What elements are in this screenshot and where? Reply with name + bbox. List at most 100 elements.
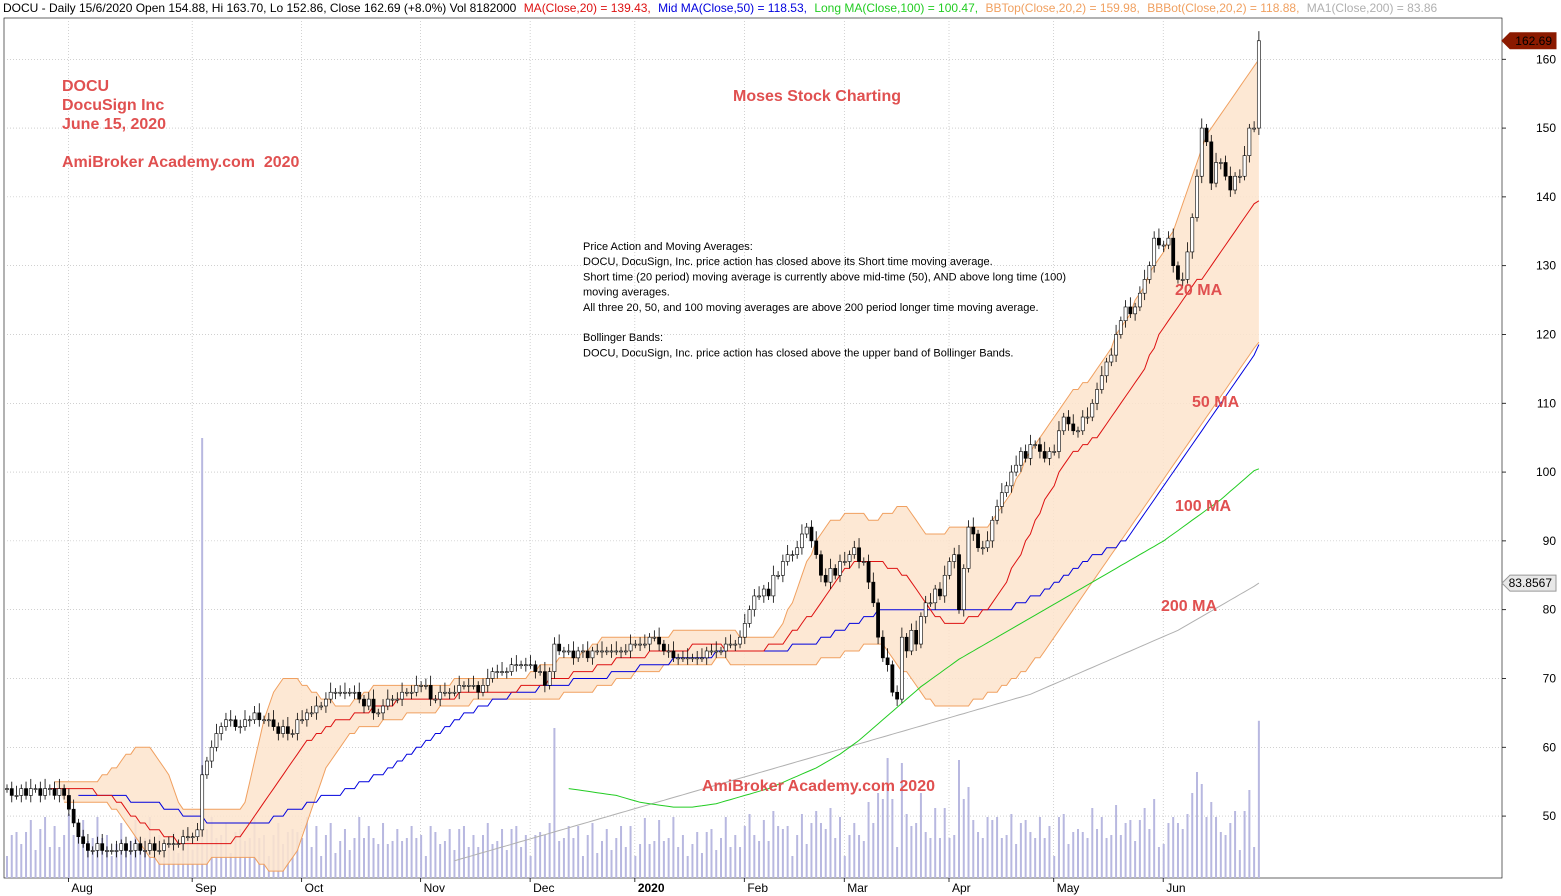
volume-bar [981,838,984,878]
candle-body [443,691,447,694]
candle-body [757,595,761,598]
candle-body [343,691,347,694]
candle-body [124,843,128,851]
volume-bar [777,826,780,878]
candle-body [309,712,314,715]
candle-body [976,533,980,549]
candle-body [1152,237,1157,266]
volume-bar [577,826,580,878]
candle-body [1018,451,1023,466]
candle-body [1209,141,1214,184]
volume-bar [748,814,751,878]
volume-bar [1105,838,1108,878]
candle-body [671,650,676,659]
candle-body [86,843,90,851]
volume-bar [248,838,251,878]
candle-body [638,643,642,646]
candle-body [600,650,604,653]
volume-bar [101,838,104,878]
volume-bar [696,832,699,878]
volume-bar [958,760,960,878]
volume-bar [824,829,827,878]
price-badge-label: 83.8567 [1509,576,1553,590]
candle-body [704,650,709,659]
candle-body [899,636,904,700]
candle-body [90,850,95,852]
candle-body [233,719,238,727]
candle-body [1204,127,1209,143]
volume-bar [1219,832,1222,878]
volume-bar [348,850,351,878]
volume-bar [215,838,218,878]
candle-body [1233,175,1237,191]
candle-body [1161,244,1166,247]
candle-body [785,554,790,562]
candle-body [1085,416,1090,419]
volume-bar [762,820,765,878]
candle-body [381,705,385,714]
volume-bar [705,832,708,878]
ma50-line [78,344,1260,824]
volume-bar [48,847,51,878]
candle-body [847,554,852,562]
candle-body [1195,175,1199,218]
volume-bar [358,817,361,878]
volume-bar [843,856,846,878]
candle-body [247,719,252,722]
note-line: Bollinger Bands: [583,332,663,344]
candle-body [947,561,952,576]
volume-bar [1176,823,1179,878]
candle-body [1180,279,1185,281]
candle-body [1095,389,1099,404]
volume-bar [462,826,465,878]
candle-body [738,636,742,645]
volume-bar [324,835,327,878]
candle-body [1199,127,1204,177]
volume-bar [420,835,423,878]
volume-bar [796,835,799,878]
volume-bar [672,817,675,878]
candle-body [523,664,528,667]
candle-body [538,671,543,673]
bollinger-bottom-line [64,341,1260,872]
volume-bar [967,787,970,878]
volume-bar [63,835,66,878]
candle-body [328,691,333,700]
candle-body [652,636,657,639]
candle-body [971,526,976,535]
candle-body [433,698,438,701]
candle-body [871,581,876,604]
volume-bar [1224,835,1227,878]
volume-bar [201,438,204,878]
candle-body [519,664,523,667]
candle-body [1228,175,1233,191]
volume-bar [115,844,118,878]
candle-body [428,685,433,700]
candle-body [395,698,400,701]
volume-bar [915,823,918,878]
volume-bar [681,835,684,878]
candle-body [642,643,647,646]
volume-bar [900,763,903,878]
volume-bar [620,826,623,878]
volume-bar [862,841,865,878]
candle-body [319,705,324,708]
volume-bar [382,823,385,878]
header-ma200: MA1(Close,200) = 83.86 [1307,1,1438,15]
candlesticks [5,31,1261,858]
candle-body [171,843,176,845]
volume-bar [139,841,142,878]
volume-bar [458,829,461,878]
x-tick-label: Mar [847,881,868,895]
candle-body [747,609,752,624]
volume-bar [1067,844,1070,878]
price-badges: 162.69 83.8567 [1501,32,1557,592]
volume-bar [891,799,894,878]
y-tick-label: 100 [1536,465,1556,479]
volume-bar [496,841,499,878]
candle-body [1142,279,1147,294]
volume-bar [1057,817,1060,878]
volume-bar [372,838,375,878]
y-tick-label: 150 [1536,121,1556,135]
candle-body [1176,265,1180,280]
